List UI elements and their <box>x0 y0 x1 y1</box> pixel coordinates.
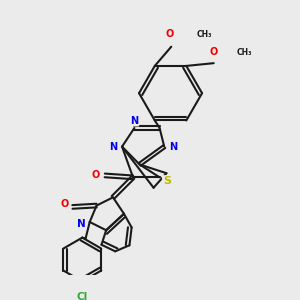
Text: CH₃: CH₃ <box>237 48 252 57</box>
Text: Cl: Cl <box>77 292 88 300</box>
Text: N: N <box>109 142 117 152</box>
Text: CH₃: CH₃ <box>197 30 212 39</box>
Text: O: O <box>60 199 68 209</box>
Text: N: N <box>77 219 86 229</box>
Text: N: N <box>169 142 177 152</box>
Text: N: N <box>130 116 138 126</box>
Text: O: O <box>165 29 173 39</box>
Text: S: S <box>163 176 171 186</box>
Text: O: O <box>210 47 218 57</box>
Text: O: O <box>92 170 100 180</box>
